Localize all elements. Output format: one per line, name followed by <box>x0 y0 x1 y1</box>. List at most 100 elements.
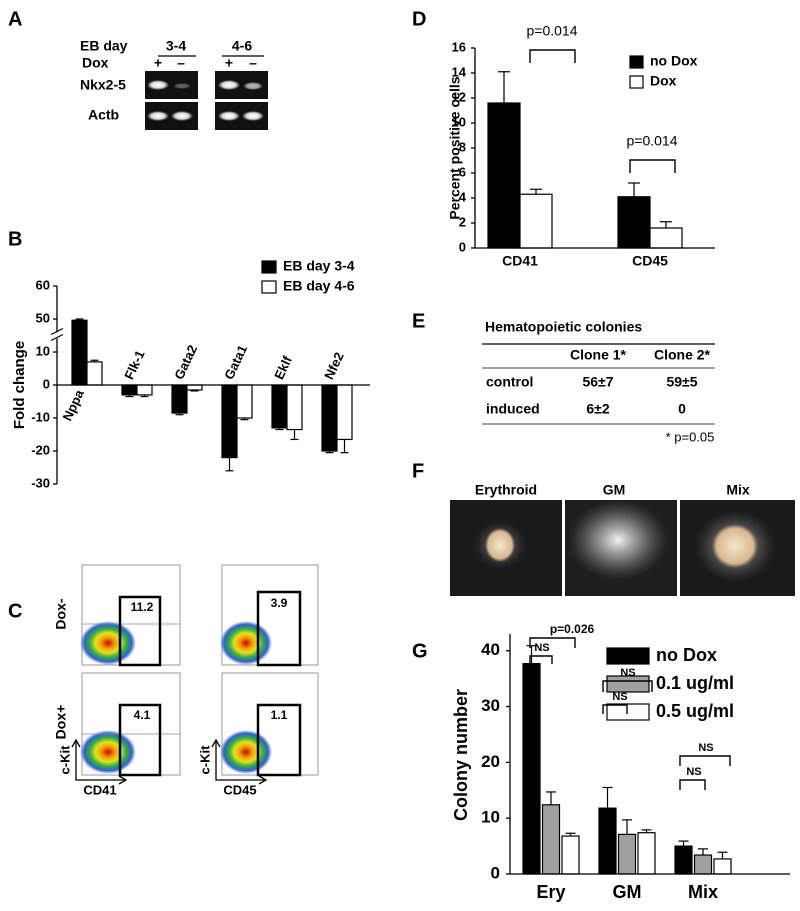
annotation: NS <box>620 667 635 679</box>
colony <box>712 524 758 568</box>
image-label: Erythroid <box>475 482 537 498</box>
bar <box>541 804 561 875</box>
x-tick-label: CD45 <box>632 253 668 269</box>
y-tick-label: -10 <box>31 409 50 424</box>
x-tick-label: Gata2 <box>171 343 200 382</box>
panel-letter: D <box>412 8 426 30</box>
axis-break <box>50 327 64 342</box>
gel-sign: – <box>177 55 185 71</box>
gel-band <box>171 111 193 121</box>
footnote: * p=0.05 <box>666 429 715 444</box>
bar <box>321 384 338 452</box>
bar <box>171 384 188 414</box>
legend-label: no Dox <box>656 645 717 665</box>
x-tick-label: GM <box>613 882 642 902</box>
gel-band <box>173 83 191 89</box>
gel-header: EB day <box>80 38 128 54</box>
table-cell: 6±2 <box>586 401 609 417</box>
y-tick-label: 0 <box>43 376 50 391</box>
panel-letter: C <box>8 600 22 622</box>
panel-f: F Erythroid GM Mix <box>412 460 795 596</box>
gate-value: 4.1 <box>134 708 151 722</box>
y-tick-label: 12 <box>452 89 466 104</box>
image-label: GM <box>603 482 626 498</box>
legend-label: EB day 4-6 <box>283 278 355 294</box>
bar <box>561 835 580 875</box>
bar <box>487 102 521 249</box>
axis-arrow <box>71 738 128 785</box>
bar <box>713 858 732 875</box>
bar <box>221 384 238 459</box>
legend-swatch <box>606 647 650 665</box>
panel-e: E Hematopoietic colonies Clone 1* Clone … <box>412 310 715 444</box>
row-label: Dox- <box>53 598 69 629</box>
bar <box>186 384 203 391</box>
panel-letter: A <box>8 8 22 30</box>
table-title: Hematopoietic colonies <box>485 319 642 335</box>
x-tick-label: Ery <box>536 882 565 902</box>
legend-label: 0.1 ug/ml <box>656 673 734 693</box>
y-axis-label: Percent positive cells <box>447 76 463 219</box>
bar <box>693 854 713 875</box>
y-axis-label: Fold change <box>11 341 28 429</box>
axis-arrow <box>211 738 268 785</box>
gel-group: 4-6 <box>232 38 252 54</box>
gel-sign: + <box>225 55 233 71</box>
bar <box>136 384 153 396</box>
density <box>220 730 272 774</box>
y-tick-label: 0 <box>491 863 500 882</box>
gel-band <box>243 82 263 90</box>
axis-label: c-Kit <box>197 745 212 775</box>
panel-letter: E <box>412 310 425 332</box>
x-tick-label: Eklf <box>271 353 295 382</box>
legend-swatch <box>629 55 644 69</box>
legend-label: no Dox <box>650 53 698 69</box>
significance-bracket <box>602 680 653 692</box>
annotation: NS <box>698 742 713 754</box>
legend-swatch <box>261 280 277 294</box>
gel-band <box>218 80 240 90</box>
table-cell: control <box>486 374 533 390</box>
gate <box>118 703 162 777</box>
x-tick-label: Gata1 <box>221 343 250 382</box>
gel-row-label: Nkx2-5 <box>80 77 126 93</box>
annotation: NS <box>686 766 701 778</box>
bar <box>86 361 103 386</box>
y-tick-label: 6 <box>459 164 466 179</box>
significance-bracket <box>629 159 676 173</box>
y-tick-label: 0 <box>459 239 466 254</box>
colony <box>568 500 668 580</box>
legend-swatch <box>606 703 650 721</box>
gate <box>256 703 302 777</box>
gel-row-label: Actb <box>88 107 119 123</box>
bar <box>236 384 253 419</box>
legend-swatch <box>261 260 277 274</box>
table-cell: 0 <box>678 401 686 417</box>
y-tick-label: 10 <box>452 114 466 129</box>
axis-label: CD41 <box>83 782 116 797</box>
y-tick-label: 2 <box>459 214 466 229</box>
y-axis-label: Colony number <box>451 689 471 821</box>
density <box>80 730 136 774</box>
gel-dox-label: Dox <box>82 55 109 71</box>
annotation: NS <box>612 691 627 703</box>
panel-letter: F <box>412 460 424 482</box>
bar <box>649 227 683 249</box>
axis-label: CD45 <box>223 782 256 797</box>
gel-band <box>147 80 169 90</box>
image-label: Mix <box>726 482 750 498</box>
panel-a: A EB day 3-4 4-6 Dox + – + – Nkx2-5 Actb <box>8 8 268 130</box>
bar <box>271 384 288 429</box>
row-label: Dox+ <box>53 705 69 740</box>
table-cell: 59±5 <box>666 374 697 390</box>
y-tick-label: 10 <box>36 343 50 358</box>
bar <box>674 845 693 875</box>
significance-bracket <box>679 779 706 790</box>
y-tick-label: 10 <box>481 808 500 827</box>
gel-band <box>242 111 264 121</box>
axis-break-gap <box>51 332 63 339</box>
y-tick-label: 4 <box>459 189 467 204</box>
table-header: Clone 2* <box>654 347 711 363</box>
gate <box>118 595 162 667</box>
